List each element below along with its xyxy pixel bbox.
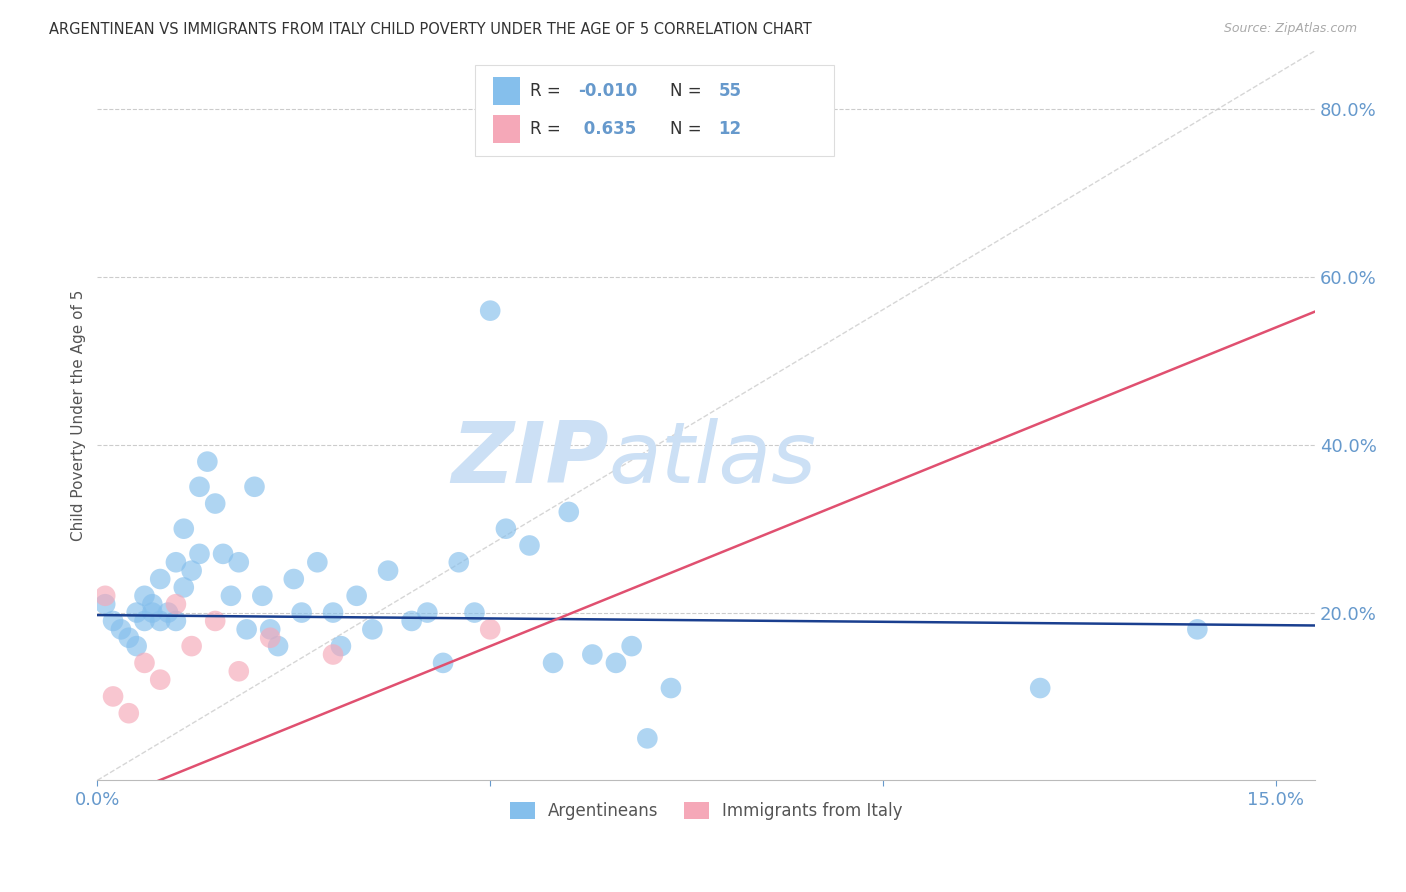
Point	[659, 681, 682, 695]
Point	[195, 455, 218, 469]
Point	[125, 639, 148, 653]
Point	[173, 522, 195, 536]
Point	[519, 539, 541, 553]
Point	[94, 589, 117, 603]
Text: R =: R =	[530, 120, 565, 137]
Point	[620, 639, 643, 653]
Point	[479, 303, 502, 318]
Point	[134, 589, 156, 603]
Point	[212, 547, 235, 561]
Point	[134, 614, 156, 628]
Bar	[494, 77, 520, 104]
Point	[377, 564, 399, 578]
Text: N =: N =	[669, 120, 707, 137]
Point	[149, 673, 172, 687]
Point	[228, 555, 250, 569]
Point	[204, 614, 226, 628]
Point	[401, 614, 423, 628]
Point	[141, 606, 163, 620]
Point	[125, 606, 148, 620]
Point	[235, 623, 257, 637]
Point	[259, 623, 281, 637]
Point	[479, 623, 502, 637]
Point	[101, 614, 124, 628]
Point	[204, 497, 226, 511]
Point	[361, 623, 384, 637]
Point	[291, 606, 314, 620]
Point	[541, 656, 564, 670]
Point	[636, 731, 658, 746]
Point	[94, 597, 117, 611]
Text: atlas: atlas	[609, 417, 817, 500]
Point	[149, 614, 172, 628]
Point	[180, 639, 202, 653]
Text: 55: 55	[718, 82, 741, 100]
Point	[1029, 681, 1052, 695]
Text: -0.010: -0.010	[578, 82, 638, 100]
Legend: Argentineans, Immigrants from Italy: Argentineans, Immigrants from Italy	[503, 795, 910, 827]
Point	[329, 639, 352, 653]
Point	[252, 589, 274, 603]
Point	[432, 656, 454, 670]
Point	[558, 505, 581, 519]
Y-axis label: Child Poverty Under the Age of 5: Child Poverty Under the Age of 5	[72, 290, 86, 541]
Point	[1187, 623, 1209, 637]
Text: R =: R =	[530, 82, 565, 100]
Point	[228, 665, 250, 679]
Bar	[494, 115, 520, 143]
Point	[165, 597, 187, 611]
Point	[118, 631, 141, 645]
Point	[219, 589, 242, 603]
Point	[165, 614, 187, 628]
Point	[267, 639, 290, 653]
Text: ZIP: ZIP	[451, 417, 609, 500]
Point	[259, 631, 281, 645]
Point	[101, 690, 124, 704]
Point	[118, 706, 141, 721]
Point	[149, 572, 172, 586]
Point	[141, 597, 163, 611]
Point	[322, 606, 344, 620]
Point	[463, 606, 485, 620]
Point	[416, 606, 439, 620]
Text: 12: 12	[718, 120, 741, 137]
Point	[188, 547, 211, 561]
Point	[581, 648, 603, 662]
Point	[283, 572, 305, 586]
Point	[165, 555, 187, 569]
Point	[447, 555, 470, 569]
Point	[180, 564, 202, 578]
Point	[243, 480, 266, 494]
Point	[188, 480, 211, 494]
Point	[173, 581, 195, 595]
Text: ARGENTINEAN VS IMMIGRANTS FROM ITALY CHILD POVERTY UNDER THE AGE OF 5 CORRELATIO: ARGENTINEAN VS IMMIGRANTS FROM ITALY CHI…	[49, 22, 811, 37]
Point	[346, 589, 368, 603]
Text: Source: ZipAtlas.com: Source: ZipAtlas.com	[1223, 22, 1357, 36]
Point	[495, 522, 517, 536]
Point	[322, 648, 344, 662]
Point	[110, 623, 132, 637]
Point	[134, 656, 156, 670]
Point	[605, 656, 627, 670]
Text: 0.635: 0.635	[578, 120, 637, 137]
Text: N =: N =	[669, 82, 707, 100]
Point	[157, 606, 180, 620]
FancyBboxPatch shape	[475, 65, 834, 156]
Point	[307, 555, 329, 569]
